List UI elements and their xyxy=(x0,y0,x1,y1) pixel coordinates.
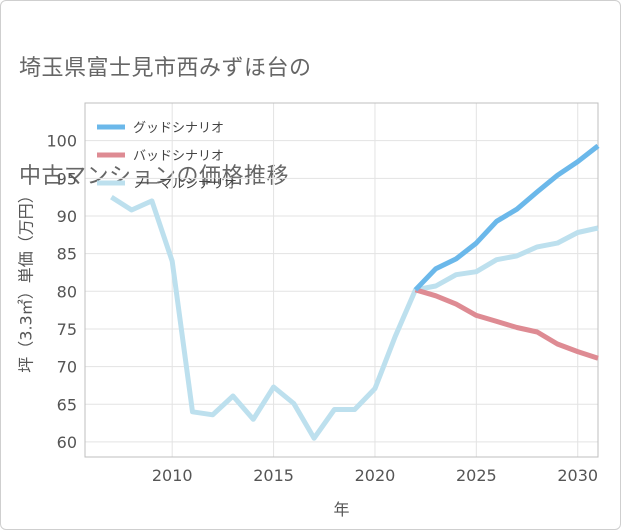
y-tick-label: 95 xyxy=(57,169,77,188)
legend-label-0: グッドシナリオ xyxy=(133,121,224,136)
series-lines xyxy=(110,143,600,441)
legend-label-1: バッドシナリオ xyxy=(133,149,224,164)
x-tick-label: 2025 xyxy=(456,466,497,485)
x-tick-label: 2030 xyxy=(557,466,598,485)
chart-title: 埼玉県富士見市西みずほ台の 中古マンションの価格推移 xyxy=(19,15,312,195)
chart-title-line-1: 埼玉県富士見市西みずほ台の xyxy=(19,56,312,81)
chart-title-line-2: 中古マンションの価格推移 xyxy=(19,164,290,189)
legend-label-2: ノーマルシナリオ xyxy=(133,177,237,192)
tick-labels: 2010 2015 2020 2025 2030 60 65 70 75 80 85 90 95 100 xyxy=(46,132,598,485)
series-line-2 xyxy=(110,194,599,441)
y-axis-title: 坪（3.3㎡）単価（万円） xyxy=(17,187,36,372)
y-tick-label: 60 xyxy=(57,433,77,452)
y-tick-label: 65 xyxy=(57,395,77,414)
y-tick-label: 90 xyxy=(57,207,77,226)
series-line-1 xyxy=(414,287,599,361)
series-line-0 xyxy=(413,143,600,292)
x-tick-label: 2015 xyxy=(253,466,294,485)
x-tick-label: 2020 xyxy=(355,466,396,485)
y-tick-label: 80 xyxy=(57,282,77,301)
x-tick-label: 2010 xyxy=(152,466,193,485)
plot-frame xyxy=(84,102,599,458)
x-axis-title: 年 xyxy=(333,500,349,519)
y-tick-label: 100 xyxy=(46,132,77,151)
y-tick-label: 70 xyxy=(57,358,77,377)
y-tick-label: 75 xyxy=(57,320,77,339)
y-tick-label: 85 xyxy=(57,245,77,264)
